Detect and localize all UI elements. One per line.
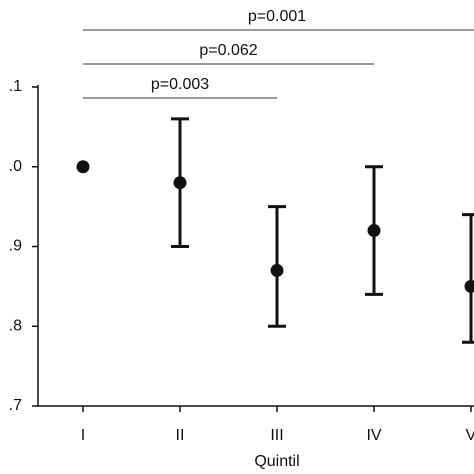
point (464, 279, 474, 293)
x-tick-label: II (176, 427, 185, 444)
y-tick-label: .9 (9, 238, 22, 255)
point (173, 176, 187, 190)
y-tick-label: .0 (9, 158, 22, 175)
significance-label: p=0.003 (151, 76, 209, 93)
x-tick-label: I (81, 427, 85, 444)
x-axis-label: Quintil (254, 453, 299, 470)
y-tick-label: .1 (9, 78, 22, 95)
point (76, 160, 90, 174)
point (367, 224, 381, 238)
point (270, 263, 284, 277)
significance-label: p=0.062 (199, 42, 257, 59)
significance-label: p=0.001 (248, 8, 306, 25)
y-tick-label: .8 (9, 317, 22, 334)
x-tick-label: III (270, 427, 283, 444)
x-tick-label: V (466, 427, 474, 444)
y-tick-label: .7 (9, 397, 22, 414)
x-tick-label: IV (366, 427, 381, 444)
